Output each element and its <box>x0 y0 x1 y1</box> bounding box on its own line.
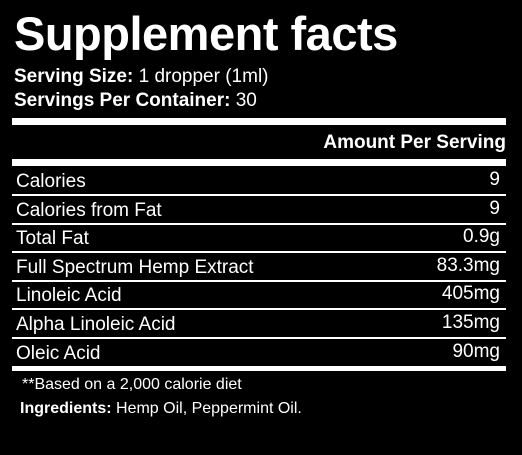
divider <box>12 159 506 166</box>
servings-per-container: Servings Per Container: 30 <box>14 90 257 112</box>
footnote: **Based on a 2,000 calorie diet <box>22 376 242 393</box>
nutrient-amount: 405mg <box>441 283 500 305</box>
label: Serving Size: <box>14 66 134 87</box>
divider <box>12 118 506 125</box>
nutrient-row: Alpha Linoleic Acid 135mg <box>12 309 506 339</box>
label: Ingredients: <box>20 400 112 417</box>
value: 1 dropper (1ml) <box>138 66 269 87</box>
nutrient-name: Calories from Fat <box>16 199 162 221</box>
nutrient-row: Linoleic Acid 405mg <box>12 280 506 311</box>
nutrient-amount: 9 <box>489 169 500 190</box>
nutrient-amount: 90mg <box>452 340 500 362</box>
column-header: Amount Per Serving <box>323 132 506 153</box>
nutrient-amount: 0.9g <box>463 226 500 248</box>
value: 30 <box>235 90 257 111</box>
nutrient-name: Calories <box>16 171 86 192</box>
divider <box>12 368 506 371</box>
value: Hemp Oil, Peppermint Oil. <box>116 400 302 417</box>
nutrient-name: Full Spectrum Hemp Extract <box>16 256 254 278</box>
nutrient-name: Oleic Acid <box>16 342 101 364</box>
nutrient-name: Linoleic Acid <box>16 285 122 307</box>
ingredients: Ingredients: Hemp Oil, Peppermint Oil. <box>20 400 302 418</box>
nutrient-row: Calories from Fat 9 <box>12 195 506 225</box>
nutrient-row: Full Spectrum Hemp Extract 83.3mg <box>12 252 506 282</box>
nutrient-row: Oleic Acid 90mg <box>12 338 506 368</box>
nutrient-row: Total Fat 0.9g <box>12 223 506 254</box>
nutrient-row: Calories 9 <box>12 166 506 196</box>
nutrient-amount: 83.3mg <box>436 254 500 276</box>
nutrient-amount: 9 <box>489 197 500 219</box>
nutrient-name: Total Fat <box>16 228 89 250</box>
nutrient-amount: 135mg <box>441 312 500 333</box>
title: Supplement facts <box>14 7 398 60</box>
nutrient-name: Alpha Linoleic Acid <box>16 314 176 335</box>
serving-size: Serving Size: 1 dropper (1ml) <box>14 66 269 88</box>
label: Servings Per Container: <box>14 90 231 111</box>
